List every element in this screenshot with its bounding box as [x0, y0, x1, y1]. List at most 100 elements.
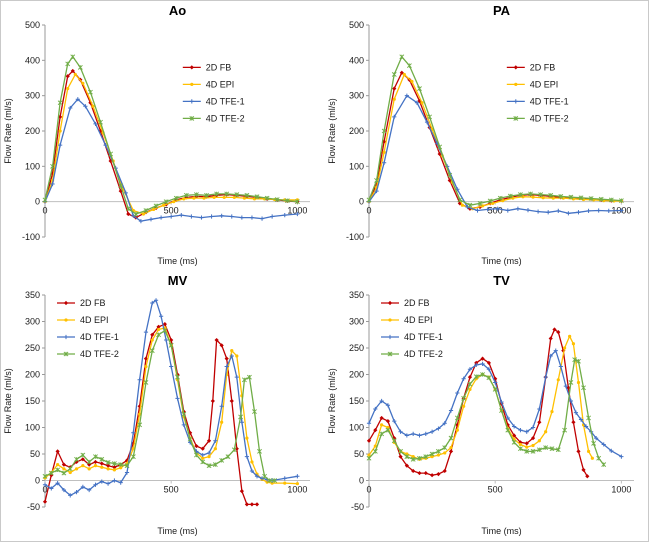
series-marker: [435, 426, 441, 431]
series-marker: [416, 455, 422, 461]
series-marker: [181, 422, 186, 427]
series-marker: [204, 192, 209, 198]
x-tick-label: 0: [42, 485, 47, 495]
series-marker: [103, 143, 108, 148]
series-marker: [429, 451, 435, 457]
series-marker: [568, 398, 573, 404]
series-marker: [209, 214, 214, 219]
series-line: [44, 323, 257, 506]
series-marker: [618, 454, 623, 459]
series-marker: [206, 438, 212, 443]
series-marker: [537, 439, 541, 443]
series-marker: [567, 380, 573, 385]
series-marker: [284, 198, 290, 204]
series-marker: [477, 201, 482, 206]
legend-label: 4D TFE-1: [404, 332, 443, 342]
series-marker: [507, 193, 513, 199]
series-marker: [498, 399, 504, 405]
chart-tv: TV -50 0 50 100 150 200 250 300 350 0 500 1000 Flow R…: [325, 271, 649, 541]
series-marker: [270, 214, 275, 219]
series-4d-tfe-1: [42, 298, 300, 498]
series-marker: [86, 459, 92, 465]
series-marker: [247, 374, 252, 380]
series-marker: [163, 199, 169, 205]
y-tick-label: -50: [350, 502, 363, 512]
series-marker: [153, 203, 159, 209]
series-marker: [50, 163, 55, 169]
series-marker: [245, 436, 249, 440]
series-marker: [87, 467, 91, 471]
series-marker: [398, 54, 404, 60]
series-marker: [571, 342, 575, 346]
series-marker: [189, 99, 194, 104]
series-marker: [111, 461, 117, 466]
series-marker: [422, 454, 428, 460]
series-marker: [250, 460, 254, 464]
series-line: [44, 73, 298, 215]
y-tick-label: -50: [27, 502, 40, 512]
legend-label: 2D FB: [206, 62, 232, 72]
x-tick-label: 1000: [611, 485, 631, 495]
y-tick-label: -100: [22, 232, 40, 242]
series-marker: [229, 353, 234, 359]
series-marker: [65, 74, 70, 79]
series-line: [367, 95, 621, 214]
x-tick-label: 500: [164, 485, 179, 495]
series-marker: [551, 327, 557, 332]
series-marker: [366, 197, 371, 203]
series-marker: [575, 210, 581, 215]
series-marker: [530, 195, 535, 199]
y-tick-label: 500: [348, 20, 363, 30]
y-tick-label: 400: [25, 55, 40, 65]
series-marker: [68, 493, 73, 498]
series-marker: [536, 406, 541, 412]
x-axis-title: Time (ms): [481, 256, 521, 266]
series-marker: [553, 348, 558, 353]
series-marker: [274, 197, 280, 202]
series-marker: [578, 195, 583, 201]
series-marker: [192, 196, 196, 200]
legend-label: 4D TFE-2: [206, 113, 245, 123]
series-marker: [63, 300, 69, 306]
series-marker: [264, 195, 270, 201]
series-marker: [416, 433, 422, 438]
series-marker: [58, 143, 63, 148]
series-marker: [201, 456, 205, 460]
series-marker: [419, 101, 424, 105]
y-tick-label: 50: [30, 449, 40, 459]
series-marker: [181, 411, 187, 417]
y-tick-label: 100: [25, 161, 40, 171]
series-marker: [460, 395, 466, 401]
series-marker: [578, 417, 583, 422]
series-marker: [282, 212, 287, 218]
series-marker: [93, 454, 98, 460]
series-marker: [207, 455, 211, 459]
series-marker: [98, 119, 103, 125]
series-marker: [474, 208, 480, 213]
series-marker: [224, 191, 230, 197]
series-marker: [548, 336, 553, 341]
legend-label: 4D TFE-2: [80, 349, 119, 359]
chart-svg-ao: Ao -100 0 100 200 300 400 500 0 500 1000 Flow Rate …: [3, 3, 310, 266]
legend-item-4d-epi: 4D EPI: [380, 315, 432, 325]
series-marker: [93, 459, 98, 465]
series-marker: [584, 474, 589, 479]
series-marker: [112, 468, 117, 472]
series-marker: [194, 192, 199, 198]
series-marker: [220, 420, 224, 424]
series-marker: [464, 204, 470, 210]
series-marker: [213, 438, 218, 443]
series-marker: [265, 480, 269, 484]
series-marker: [467, 202, 472, 208]
series-marker: [56, 463, 60, 467]
series-marker: [249, 502, 255, 507]
series-marker: [423, 470, 428, 476]
series-marker: [535, 209, 540, 214]
y-tick-label: 300: [25, 317, 40, 327]
series-marker: [460, 203, 464, 207]
series-marker: [93, 121, 98, 127]
series-marker: [583, 424, 588, 429]
series-marker: [212, 462, 218, 468]
series-marker: [378, 431, 384, 437]
